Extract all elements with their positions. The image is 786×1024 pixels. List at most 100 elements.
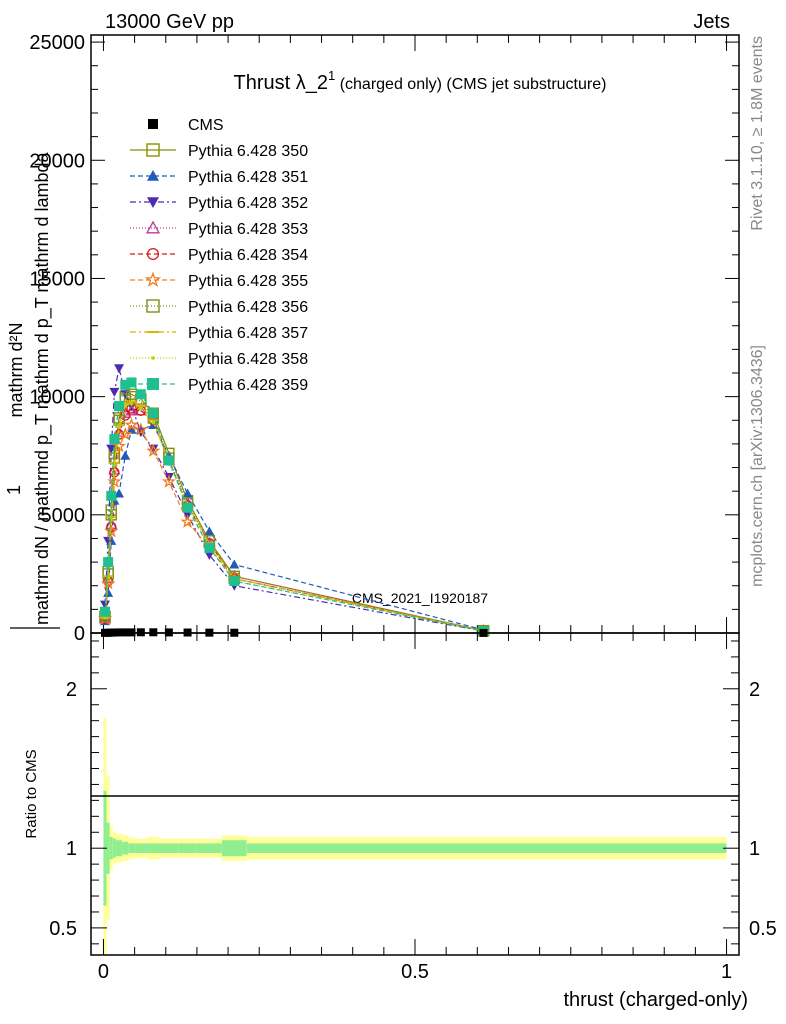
data-point-pythia-6-428-355 [161, 474, 176, 488]
legend-entry-pythia-6-428-356: Pythia 6.428 356 [130, 299, 308, 316]
ratio-band-inner [134, 843, 148, 853]
legend-marker [146, 299, 160, 313]
data-point-pythia-6-428-359 [103, 557, 114, 568]
ratio-band-inner [159, 843, 179, 853]
data-point-pythia-6-428-359 [120, 379, 131, 390]
ratio-y-tick-label-right: 0.5 [749, 918, 777, 940]
ratio-ylabel: Ratio to CMS [23, 749, 40, 838]
ratio-band-inner [246, 843, 727, 853]
data-point-pythia-6-428-355 [111, 438, 127, 453]
ratio-panel: 0.5 0.51 12 2 0 0.5 1 Ratio to CMS thrust (ch… [23, 632, 777, 1011]
ratio-band-inner [115, 840, 123, 857]
legend-marker [145, 220, 161, 234]
main-panel: 0 5000 10000 15000 20000 25000 CMS_2021_I1920… [4, 32, 740, 645]
data-point-pythia-6-428-358 [151, 420, 156, 425]
legend-label: Pythia 6.428 357 [188, 325, 308, 342]
legend-label: Pythia 6.428 358 [188, 351, 308, 368]
x-tick-label: 0 [98, 961, 109, 983]
data-point-pythia-6-428-355 [107, 474, 122, 488]
title-sup: 1 [328, 68, 335, 83]
ratio-y-axis: 0.5 0.5 1 1 2 2 [49, 640, 777, 945]
watermark: CMS_2021_I1920187 [352, 590, 488, 606]
legend-label: Pythia 6.428 350 [188, 143, 308, 160]
y-tick-label: 10000 [29, 387, 85, 409]
legend-marker [144, 271, 162, 287]
data-point-pythia-6-428-358 [129, 401, 134, 406]
data-point-pythia-6-428-359 [114, 401, 125, 412]
legend-marker [151, 356, 155, 360]
data-point-pythia-6-428-358 [117, 425, 121, 430]
legend-label: Pythia 6.428 353 [188, 221, 308, 238]
series-line-pythia-6-428-359 [104, 381, 484, 632]
main-y-axis: 0 5000 10000 15000 20000 25000 [29, 32, 739, 645]
data-point-pythia-6-428-359 [204, 542, 215, 553]
legend: CMS Pythia 6.428 350 Pythia 6.428 351 Pythi… [130, 117, 308, 394]
mcplots-label: mcplots.cern.ch [arXiv:1306.3436] [749, 345, 766, 587]
y-tick-label: 15000 [29, 268, 85, 290]
legend-entry-pythia-6-428-354: Pythia 6.428 354 [130, 247, 308, 264]
data-point-pythia-6-428-352 [114, 364, 125, 374]
series-line-pythia-6-428-358 [104, 403, 484, 632]
title-main: Thrust λ_2 [234, 72, 328, 94]
data-point-pythia-6-428-359 [148, 408, 159, 419]
ratio-band-inner [112, 838, 116, 858]
legend-entry-cms: CMS [148, 117, 224, 134]
title-rest: (charged only) (CMS jet substructure) [335, 76, 606, 93]
legend-marker [147, 197, 159, 208]
ratio-band-inner [221, 840, 247, 857]
data-point-pythia-6-428-355 [180, 514, 195, 528]
ylabel-extra-group: mathrm d²N [6, 322, 26, 417]
data-point-pythia-6-428-351 [114, 488, 125, 498]
data-point-pythia-6-428-359 [135, 389, 146, 400]
legend-label: Pythia 6.428 352 [188, 195, 308, 212]
x-tick-label: 0.5 [401, 961, 429, 983]
ratio-band-inner [106, 822, 110, 874]
ratio-y-tick-label-right: 1 [749, 838, 760, 860]
legend-label: CMS [188, 117, 224, 134]
ratio-y-tick-label: 1 [66, 838, 77, 860]
data-point-pythia-6-428-359 [182, 502, 193, 513]
data-point-pythia-6-428-352 [204, 551, 215, 560]
y-tick-label: 20000 [29, 150, 85, 172]
ratio-bands [103, 717, 727, 955]
series-line-pythia-6-428-357 [104, 400, 484, 632]
data-point-pythia-6-428-359 [163, 455, 174, 466]
ratio-band-inner [109, 837, 113, 860]
legend-label: Pythia 6.428 355 [188, 273, 308, 290]
data-point-pythia-6-428-353 [125, 404, 138, 416]
rivet-label-group: Rivet 3.1.10, ≥ 1.8M events [749, 36, 766, 231]
legend-marker [148, 119, 158, 129]
legend-label: Pythia 6.428 354 [188, 247, 308, 264]
legend-entry-pythia-6-428-355: Pythia 6.428 355 [130, 271, 308, 290]
main-title: Thrust λ_21 (charged only) (CMS jet subs… [234, 68, 607, 94]
data-point-pythia-6-428-359 [229, 576, 240, 586]
data-point-pythia-6-428-355 [101, 576, 116, 590]
data-point-pythia-6-428-355 [104, 524, 119, 538]
x-axis-label: thrust (charged-only) [563, 989, 748, 1011]
data-point-pythia-6-428-359 [100, 606, 111, 617]
ratio-y-tick-label: 2 [66, 679, 77, 701]
series-line-pythia-6-428-351 [104, 424, 484, 631]
main-series [97, 364, 491, 637]
data-point-pythia-6-428-358 [103, 616, 107, 620]
data-point-pythia-6-428-351 [120, 450, 131, 460]
legend-entry-pythia-6-428-352: Pythia 6.428 352 [130, 195, 308, 212]
ratio-ylabel-group: Ratio to CMS [23, 749, 40, 838]
rivet-label: Rivet 3.1.10, ≥ 1.8M events [749, 36, 766, 231]
ylabel-num-group: 1 [4, 485, 24, 495]
ylabel-den-group: mathrm dN / mathrmd p_T mathrm d p_T mat… [32, 152, 53, 625]
data-point-pythia-6-428-351 [182, 488, 193, 498]
ratio-band-inner [122, 841, 129, 855]
ratio-frame [90, 632, 740, 956]
y-tick-label: 0 [74, 623, 85, 645]
data-point-pythia-6-428-358 [123, 404, 128, 408]
ylabel-extra: mathrm d²N [6, 322, 26, 417]
y-tick-label: 25000 [29, 32, 85, 54]
legend-marker [146, 247, 160, 261]
data-point-pythia-6-428-352 [109, 387, 120, 397]
ratio-y-tick-label: 0.5 [49, 918, 77, 940]
header-right: Jets [693, 11, 730, 33]
ratio-x-axis: 0 0.5 1 [98, 633, 732, 983]
ratio-band-inner [147, 843, 160, 853]
ylabel-num: 1 [4, 485, 24, 495]
